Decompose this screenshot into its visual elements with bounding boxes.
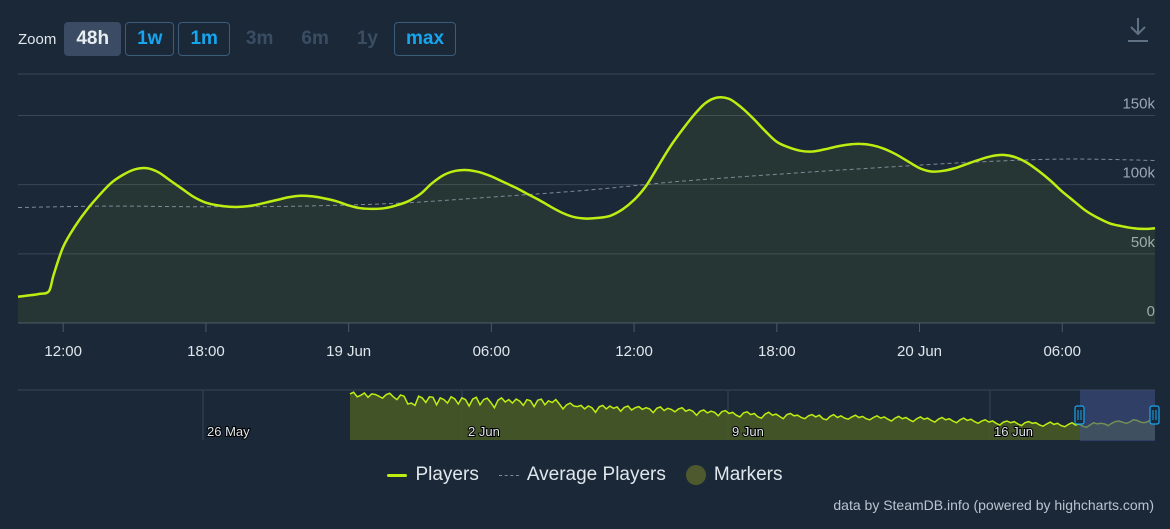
navigator-handle-left[interactable] xyxy=(1074,405,1085,425)
legend-dot-swatch xyxy=(685,465,706,485)
navigator-line xyxy=(349,391,1156,429)
y-tick-label: 150k xyxy=(1122,96,1155,113)
y-tick-label: 0 xyxy=(1147,303,1155,320)
zoom-label: Zoom xyxy=(18,30,57,48)
x-tick-label: 20 Jun xyxy=(897,343,942,360)
y-tick-label: 100k xyxy=(1122,165,1155,182)
legend: Players Average Players Markers xyxy=(0,464,1170,486)
x-tick-label: 12:00 xyxy=(615,343,653,360)
average-players-line xyxy=(17,158,1156,208)
navigator-date-label: 16 Jun xyxy=(994,424,1033,439)
navigator-date-label: 2 Jun xyxy=(468,424,500,439)
legend-label: Players xyxy=(415,464,479,485)
zoom-button-1w[interactable]: 1w xyxy=(125,22,175,56)
x-axis-labels: 12:00 18:00 19 Jun 06:00 12:00 18:00 20 Jun 06:… xyxy=(44,323,1081,360)
navigator-handle-right[interactable] xyxy=(1149,405,1160,425)
legend-item-markers[interactable]: Markers xyxy=(685,464,783,486)
navigator-date-label: 9 Jun xyxy=(732,424,764,439)
zoom-bar: Zoom 48h 1w 1m 3m 6m 1y max xyxy=(18,22,460,56)
x-tick-label: 18:00 xyxy=(187,343,225,360)
zoom-button-1m[interactable]: 1m xyxy=(178,22,230,56)
legend-line-swatch xyxy=(387,473,408,477)
zoom-button-1y: 1y xyxy=(356,28,378,49)
credits[interactable]: data by SteamDB.info (powered by highcha… xyxy=(833,497,1154,513)
zoom-button-6m: 6m xyxy=(301,28,329,49)
players-line[interactable] xyxy=(17,95,1156,298)
y-axis-labels: 0 50k 100k 150k xyxy=(1122,96,1155,321)
zoom-button-48h[interactable]: 48h xyxy=(64,22,122,56)
navigator-labels: 26 May 2 Jun 9 Jun 16 Jun xyxy=(206,423,1034,440)
x-tick-label: 19 Jun xyxy=(326,343,371,360)
y-tick-label: 50k xyxy=(1131,234,1156,251)
download-icon[interactable] xyxy=(1126,16,1150,44)
x-tick-label: 06:00 xyxy=(473,343,511,360)
legend-label: Markers xyxy=(713,464,783,485)
grid-lines xyxy=(18,73,1155,324)
navigator-date-label: 26 May xyxy=(207,424,250,439)
players-area xyxy=(18,97,1155,323)
zoom-button-3m: 3m xyxy=(245,28,274,49)
navigator[interactable]: 26 May 2 Jun 9 Jun 16 Jun xyxy=(18,389,1160,441)
x-tick-label: 06:00 xyxy=(1043,343,1081,360)
x-tick-label: 12:00 xyxy=(44,343,82,360)
zoom-button-max[interactable]: max xyxy=(394,22,457,56)
legend-item-players[interactable]: Players xyxy=(387,464,479,486)
legend-dash-swatch xyxy=(498,474,519,476)
navigator-area xyxy=(350,392,1155,440)
legend-item-average-players[interactable]: Average Players xyxy=(498,464,666,486)
legend-label: Average Players xyxy=(526,464,666,485)
x-tick-label: 18:00 xyxy=(758,343,796,360)
navigator-selection[interactable] xyxy=(1080,390,1155,441)
